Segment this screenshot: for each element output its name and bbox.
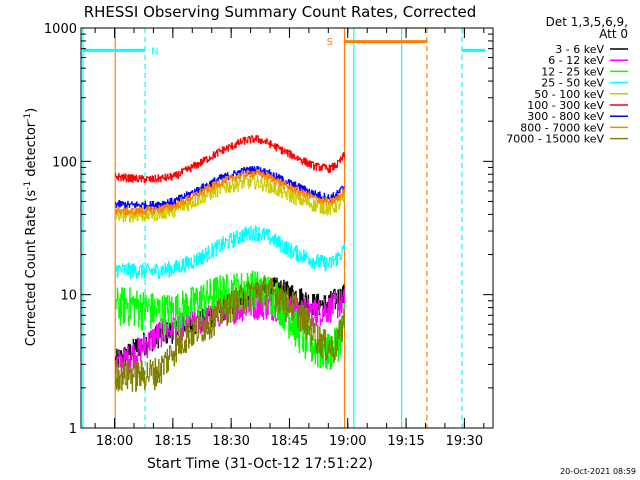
legend-label-5: 100 - 300 keV bbox=[527, 99, 604, 112]
legend-label-2: 12 - 25 keV bbox=[541, 65, 604, 78]
x-tick-label-6: 19:30 bbox=[446, 434, 483, 449]
x-tick-label-1: 18:15 bbox=[154, 434, 191, 449]
footer-date: 20-Oct-2021 08:59 bbox=[560, 467, 636, 476]
series-line-8 bbox=[115, 276, 345, 392]
y-axis-label-sup2: -1 bbox=[23, 113, 33, 122]
y-tick-label-3: 1000 bbox=[44, 22, 77, 37]
plot-frame bbox=[80, 27, 494, 429]
x-axis-label: Start Time (31-Oct-12 17:51:22) bbox=[147, 456, 373, 472]
series-line-3 bbox=[115, 225, 345, 280]
y-tick-label-0: 1 bbox=[69, 422, 77, 437]
y-axis-label-sup: -1 bbox=[23, 181, 33, 190]
x-tick-label-4: 19:00 bbox=[329, 434, 366, 449]
series-line-5 bbox=[115, 135, 345, 183]
y-axis-label-end: ) bbox=[24, 108, 39, 113]
legend-header-line1: Det 1,3,5,6,9, bbox=[546, 15, 628, 29]
flag-label-1: S bbox=[327, 37, 333, 48]
legend-label-3: 25 - 50 keV bbox=[541, 77, 604, 90]
y-tick-label-1: 10 bbox=[60, 289, 77, 304]
y-axis-label-main: Corrected Count Rate (s bbox=[24, 190, 39, 347]
legend-label-8: 7000 - 15000 keV bbox=[506, 133, 604, 146]
data-layer: NS bbox=[82, 28, 486, 428]
series-line-7 bbox=[115, 169, 345, 216]
x-tick-label-3: 18:45 bbox=[271, 434, 308, 449]
axes-layer: 1 10 100 1000 18:00 18:15 18:30 18:45 19:00 19:15… bbox=[44, 22, 494, 449]
y-axis-label: Corrected Count Rate (s-1 detector-1) bbox=[23, 108, 39, 346]
flag-label-0: N bbox=[151, 46, 158, 57]
x-tick-label-5: 19:15 bbox=[387, 434, 424, 449]
y-tick-label-2: 100 bbox=[52, 155, 77, 170]
legend-label-7: 800 - 7000 keV bbox=[520, 121, 604, 134]
x-tick-label-0: 18:00 bbox=[96, 434, 133, 449]
legend-label-1: 6 - 12 keV bbox=[548, 54, 604, 67]
legend-label-6: 300 - 800 keV bbox=[527, 110, 604, 123]
chart-title: RHESSI Observing Summary Count Rates, Co… bbox=[84, 3, 477, 21]
legend-header-line2: Att 0 bbox=[599, 27, 628, 41]
y-axis-label-mid: detector bbox=[24, 121, 39, 181]
x-tick-label-2: 18:30 bbox=[212, 434, 249, 449]
legend-label-0: 3 - 6 keV bbox=[555, 43, 604, 56]
legend-label-4: 50 - 100 keV bbox=[534, 88, 604, 101]
